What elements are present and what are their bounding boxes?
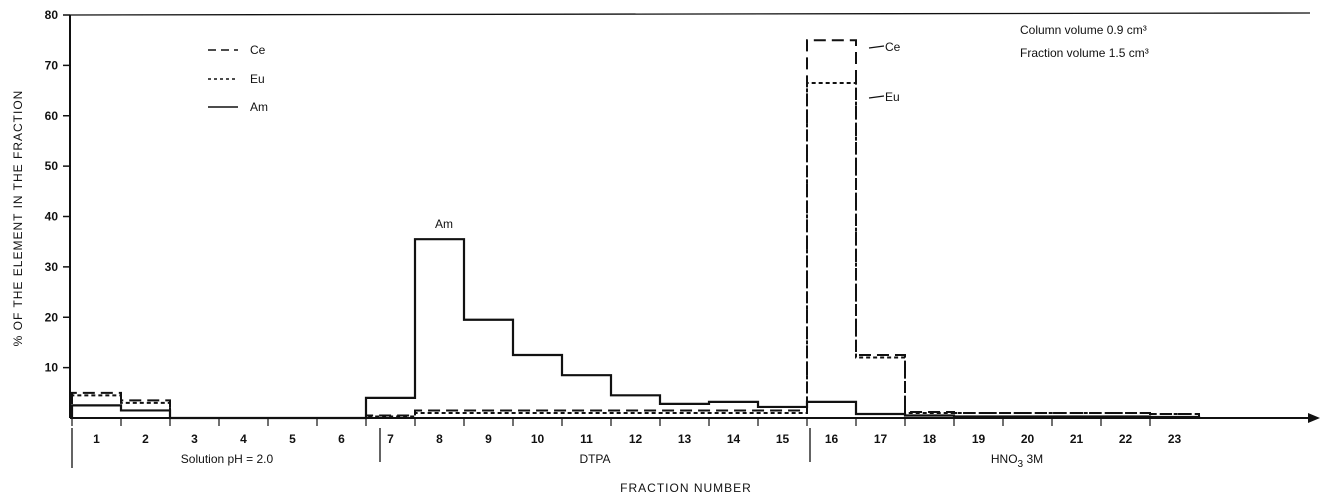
top-frame-line [69, 12, 1311, 16]
x-tick-label-8: 8 [436, 432, 443, 446]
x-tick-label-2: 2 [142, 432, 149, 446]
x-tick-label-15: 15 [776, 432, 790, 446]
y-tick-label: 70 [45, 58, 59, 72]
region-label-solution: Solution pH = 2.0 [181, 452, 274, 466]
x-tick-label-19: 19 [972, 432, 986, 446]
x-tick-label-22: 22 [1119, 432, 1133, 446]
x-tick-label-21: 21 [1070, 432, 1084, 446]
y-tick-label: 40 [45, 210, 59, 224]
x-tick-label-4: 4 [240, 432, 247, 446]
peak-leader-ce [868, 45, 885, 49]
column-volume-note: Column volume 0.9 cm³ [1020, 23, 1147, 37]
hno3-concentration: 3M [1023, 452, 1043, 466]
legend-am-label: Am [250, 100, 268, 114]
x-tick-label-18: 18 [923, 432, 937, 446]
hno3-formula: HNO [991, 452, 1018, 466]
y-tick-label: 50 [45, 159, 59, 173]
hno3-subscript: 3 [1018, 459, 1024, 470]
peak-label-ce: Ce [885, 40, 901, 54]
y-tick-label: 30 [45, 260, 59, 274]
x-tick-label-12: 12 [629, 432, 643, 446]
y-axis-label: % OF THE ELEMENT IN THE FRACTION [11, 90, 25, 347]
region-label-hno3: HNO3 3M [991, 452, 1043, 470]
x-tick-label-13: 13 [678, 432, 692, 446]
x-tick-label-6: 6 [338, 432, 345, 446]
fraction-volume-note: Fraction volume 1.5 cm³ [1020, 46, 1149, 60]
x-axis-label: FRACTION NUMBER [620, 481, 752, 494]
y-tick-label: 20 [45, 310, 59, 324]
series-line-am [70, 238, 1201, 420]
series-line-eu [71, 82, 1200, 419]
x-tick-label-14: 14 [727, 432, 741, 446]
y-tick-label: 80 [45, 8, 59, 22]
peak-label-am: Am [435, 217, 453, 231]
x-tick-label-1: 1 [93, 432, 100, 446]
x-axis-arrow [1308, 413, 1320, 423]
series-group [70, 39, 1201, 420]
x-tick-label-7: 7 [387, 432, 394, 446]
legend: Ce Eu Am [208, 43, 268, 114]
peak-label-eu: Eu [885, 90, 900, 104]
legend-ce-label: Ce [250, 43, 266, 57]
x-tick-label-20: 20 [1021, 432, 1035, 446]
x-tick-label-23: 23 [1168, 432, 1182, 446]
peak-leader-eu [868, 95, 885, 99]
region-label-dtpa: DTPA [579, 452, 610, 466]
x-tick-label-11: 11 [580, 432, 593, 446]
x-tick-label-16: 16 [825, 432, 839, 446]
x-tick-label-9: 9 [485, 432, 492, 446]
y-tick-label: 10 [45, 361, 59, 375]
x-tick-label-10: 10 [531, 432, 545, 446]
series-line-ce [71, 39, 1200, 419]
x-tick-label-5: 5 [289, 432, 296, 446]
x-tick-label-3: 3 [191, 432, 198, 446]
legend-eu-label: Eu [250, 72, 265, 86]
y-tick-label: 60 [45, 109, 59, 123]
x-tick-label-17: 17 [874, 432, 888, 446]
